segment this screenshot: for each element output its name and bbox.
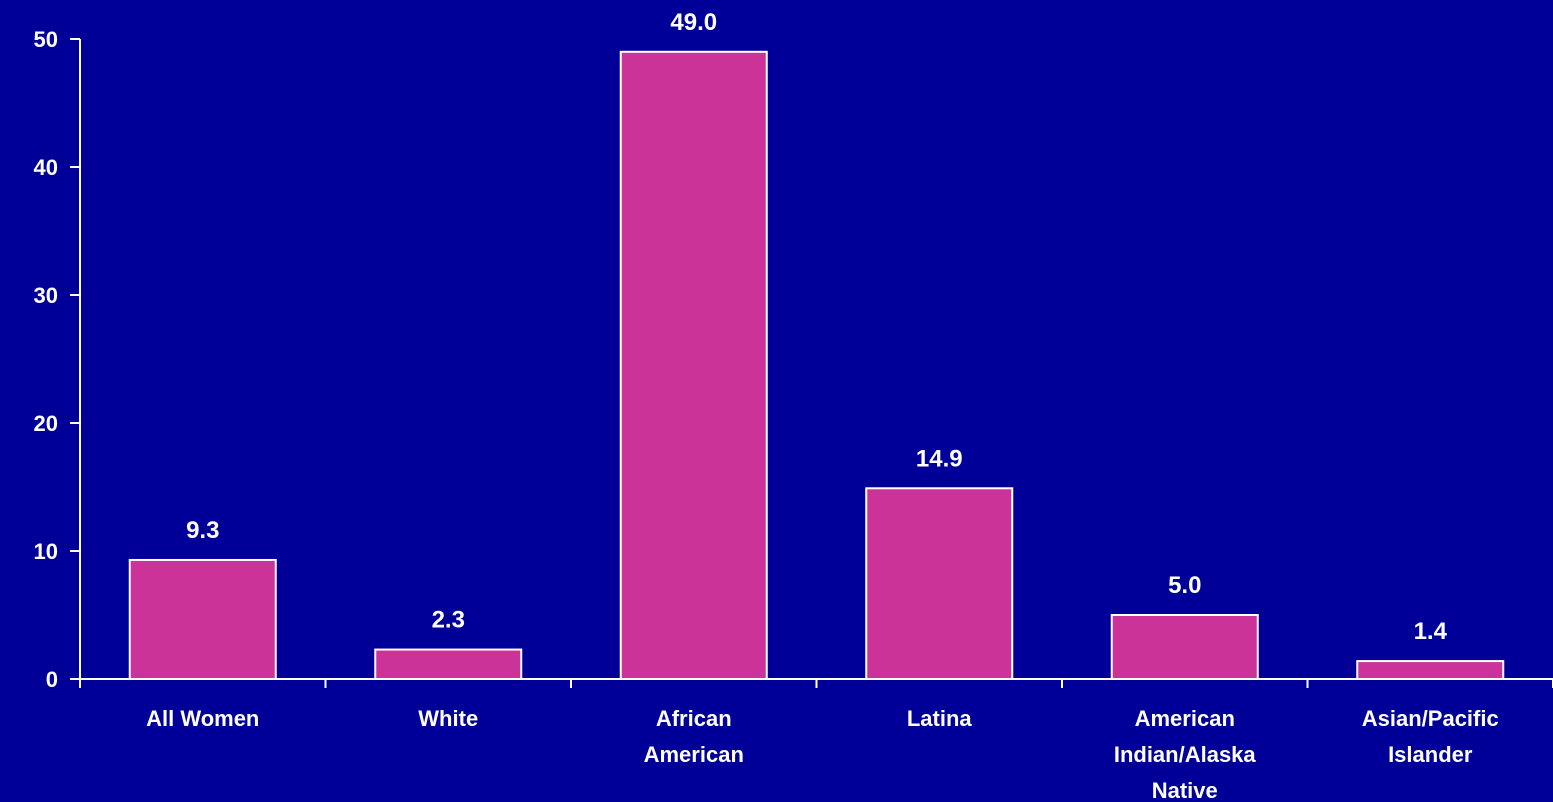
category-label: White [418, 706, 478, 731]
bar [128, 558, 277, 681]
category-label-line: Native [1152, 778, 1218, 802]
data-label: 9.3 [186, 517, 219, 544]
bar [1356, 660, 1505, 681]
category-label: African American [644, 706, 744, 767]
category-label-line: American [644, 742, 744, 767]
category-label: All Women [146, 706, 259, 731]
data-label: 14.9 [916, 445, 963, 472]
category-label-line: All Women [146, 706, 259, 731]
y-tick-label: 0 [46, 667, 58, 692]
y-tick-label: 10 [34, 539, 58, 564]
category-label-line: African [656, 706, 732, 731]
category-labels: All Women White African American Latina Ameri… [146, 706, 1499, 802]
data-labels: 9.3 2.3 49.0 14.9 5.0 1.4 [186, 9, 1448, 645]
y-axis: 0 10 20 30 40 50 [34, 27, 81, 692]
x-axis [79, 678, 1553, 688]
category-label: Latina [907, 706, 973, 731]
category-label-line: Indian/Alaska [1114, 742, 1257, 767]
y-tick-label: 50 [34, 27, 58, 52]
data-label: 1.4 [1414, 618, 1448, 645]
bars [128, 50, 1505, 681]
category-label-line: Latina [907, 706, 973, 731]
bar [374, 648, 523, 680]
data-label: 5.0 [1168, 572, 1201, 599]
category-label-line: Asian/Pacific [1362, 706, 1499, 731]
y-tick-label: 40 [34, 155, 58, 180]
bar [865, 487, 1014, 680]
category-label-line: Islander [1388, 742, 1473, 767]
bar [619, 50, 768, 681]
y-tick-label: 30 [34, 283, 58, 308]
category-label-line: American [1135, 706, 1235, 731]
data-label: 2.3 [432, 607, 465, 634]
bar [1110, 614, 1259, 680]
category-label: American Indian/Alaska Native [1114, 706, 1257, 802]
category-label: Asian/Pacific Islander [1362, 706, 1499, 767]
category-label-line: White [418, 706, 478, 731]
y-tick-label: 20 [34, 411, 58, 436]
data-label: 49.0 [670, 9, 717, 36]
